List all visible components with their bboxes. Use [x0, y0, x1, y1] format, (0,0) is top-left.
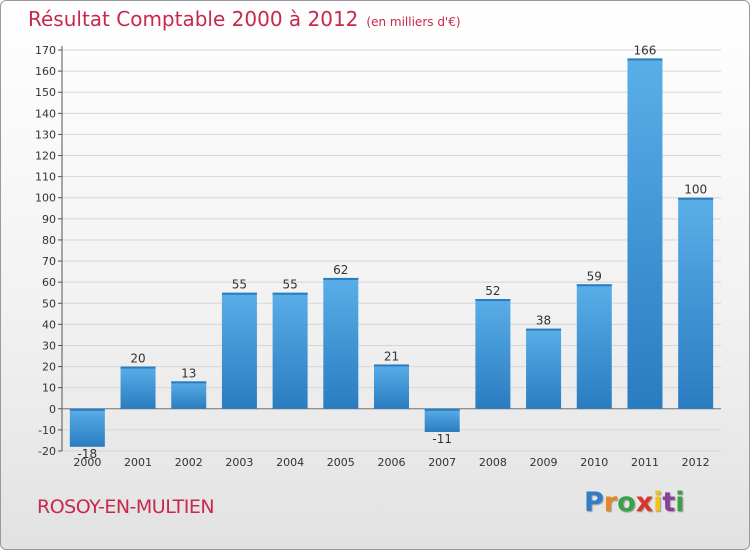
value-label: -18 — [78, 447, 98, 461]
value-label: 59 — [587, 269, 602, 283]
bar-2000 — [69, 408, 105, 447]
y-tick-label: 160 — [35, 65, 56, 78]
y-tick-label: 20 — [42, 361, 56, 374]
y-tick-label: 170 — [35, 44, 56, 57]
y-tick-label: -20 — [38, 445, 56, 458]
bar-edge — [374, 364, 409, 367]
y-tick-label: 120 — [35, 150, 56, 163]
y-tick-labels: -20 -10 0 10 20 30 40 50 60 70 80 90 100 110 120 130 140… — [35, 44, 56, 458]
value-label: 55 — [282, 278, 297, 292]
bar-edge — [221, 292, 257, 295]
value-label: -11 — [432, 432, 452, 446]
x-tick-label: 2003 — [225, 456, 253, 469]
y-tick-label: 30 — [42, 339, 56, 352]
x-tick-label: 2009 — [530, 456, 558, 469]
bar-edge — [627, 58, 663, 61]
y-tick-label: 50 — [42, 297, 56, 310]
x-tick-label: 2011 — [631, 456, 659, 469]
x-tick-labels: 2000 2001 2002 2003 2004 2005 2006 2007 2008 2009… — [73, 456, 709, 469]
logo-letter: o — [617, 487, 636, 518]
x-tick-label: 2008 — [479, 456, 507, 469]
bar-2001 — [120, 366, 156, 409]
place-name: ROSOY-EN-MULTIEN — [37, 496, 215, 518]
bar-edge — [171, 381, 207, 384]
value-label: 100 — [684, 183, 707, 197]
bar-edge — [120, 366, 156, 369]
x-tick-label: 2001 — [124, 456, 152, 469]
x-tick-label: 2007 — [428, 456, 456, 469]
chart-title-text: Résultat Comptable 2000 à 2012 — [28, 7, 359, 31]
x-tick-label: 2004 — [276, 456, 304, 469]
logo-letter: i — [675, 487, 685, 518]
x-tick-label: 2010 — [580, 456, 608, 469]
bar-2003 — [221, 292, 257, 409]
y-tick-label: 80 — [42, 234, 56, 247]
bar-edge — [526, 328, 562, 331]
y-tick-label: -10 — [38, 424, 56, 437]
bar-edge — [424, 408, 460, 411]
logo-letter: P — [584, 487, 604, 518]
logo-letter: x — [635, 487, 654, 518]
bar-2012 — [678, 197, 714, 409]
x-tick-label: 2000 — [73, 456, 101, 469]
value-labels: -18 20 13 55 55 62 21 -11 52 38 59 166 100 — [78, 43, 708, 460]
y-tick-label: 110 — [35, 171, 56, 184]
value-label: 20 — [130, 352, 145, 366]
bar-2006 — [374, 364, 409, 409]
x-tick-label: 2002 — [175, 456, 203, 469]
y-tick-label: 140 — [35, 107, 56, 120]
bar-edge — [576, 284, 612, 287]
y-tick-label: 70 — [42, 255, 56, 268]
bar-2004 — [272, 292, 308, 409]
value-label: 21 — [384, 349, 399, 363]
x-tick-label: 2012 — [682, 456, 710, 469]
y-tick-label: 0 — [49, 403, 56, 416]
bar-2002 — [171, 381, 207, 409]
value-label: 52 — [485, 284, 500, 298]
bar-edge — [678, 197, 714, 200]
bars — [69, 58, 714, 447]
y-tick-label: 60 — [42, 276, 56, 289]
logo-letter: i — [653, 487, 663, 518]
x-tick-label: 2005 — [327, 456, 355, 469]
logo-letter: r — [603, 487, 618, 518]
value-label: 166 — [634, 43, 657, 57]
value-label: 13 — [181, 366, 196, 380]
bar-2008 — [475, 299, 511, 409]
bar-2005 — [323, 277, 359, 409]
bar-edge — [323, 277, 359, 280]
bar-edge — [272, 292, 308, 295]
value-label: 62 — [333, 263, 348, 277]
chart-title: Résultat Comptable 2000 à 2012 (en millie… — [28, 7, 461, 31]
bar-2007 — [424, 408, 460, 433]
proxiti-logo: Proxiti — [584, 487, 685, 518]
y-tick-label: 40 — [42, 318, 56, 331]
bar-edge — [69, 408, 105, 411]
logo-letter: t — [662, 487, 676, 518]
bar-2011 — [627, 58, 663, 409]
y-tick-label: 10 — [42, 382, 56, 395]
y-tick-label: 100 — [35, 192, 56, 205]
y-tick-label: 150 — [35, 86, 56, 99]
x-tick-label: 2006 — [378, 456, 406, 469]
chart-subtitle: (en milliers d'€) — [366, 15, 461, 29]
value-label: 38 — [536, 314, 551, 328]
bar-edge — [475, 299, 511, 302]
value-label: 55 — [232, 278, 247, 292]
bar-2010 — [576, 284, 612, 409]
y-tick-label: 90 — [42, 213, 56, 226]
bar-2009 — [526, 328, 562, 409]
y-tick-label: 130 — [35, 128, 56, 141]
